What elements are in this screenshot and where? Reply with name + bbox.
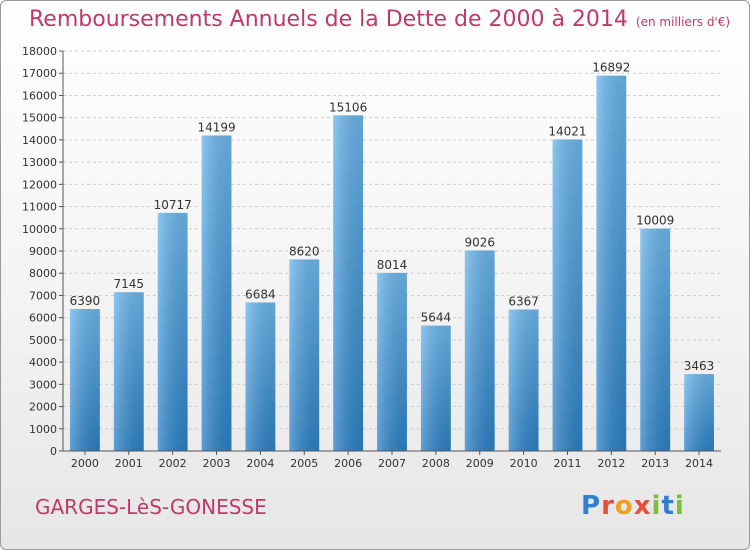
y-tick-label: 12000 — [22, 178, 57, 191]
bar-shade-2006 — [333, 115, 364, 452]
bar-value-label: 3463 — [684, 359, 715, 373]
bar-value-label: 10717 — [154, 198, 192, 212]
x-tick-label: 2005 — [290, 457, 318, 470]
bar-shade-2013 — [640, 228, 671, 451]
x-tick-label: 2010 — [510, 457, 538, 470]
y-tick-label: 3000 — [29, 378, 57, 391]
bar-shade-2014 — [684, 374, 714, 451]
bar-chart: 6390 7145 10717 14199 6684 8620 15106 8014 5644 9… — [22, 45, 721, 470]
y-tick-label: 16000 — [22, 89, 57, 102]
bar-shade-2005 — [289, 259, 320, 451]
logo-letter: i — [651, 491, 662, 521]
bar-shade-2008 — [420, 325, 451, 451]
bar-value-label: 16892 — [592, 61, 630, 75]
bar-value-label: 5644 — [421, 311, 452, 325]
y-tick-label: 0 — [50, 445, 57, 458]
bar-value-label: 8014 — [377, 258, 408, 272]
bar-value-label: 15106 — [329, 100, 367, 114]
y-tick-label: 17000 — [22, 67, 57, 80]
x-tick-label: 2007 — [378, 457, 406, 470]
y-tick-label: 10000 — [22, 223, 57, 236]
bar-shade-2001 — [113, 292, 144, 451]
x-tick-label: 2002 — [159, 457, 187, 470]
y-tick-label: 4000 — [29, 356, 57, 369]
bar-value-label: 9026 — [464, 235, 495, 249]
y-tick-label: 14000 — [22, 134, 57, 147]
bar-shade-2000 — [70, 309, 100, 451]
x-tick-label: 2009 — [466, 457, 494, 470]
bar-value-label: 14199 — [197, 120, 235, 134]
logo-letter: o — [614, 491, 634, 521]
town-name: GARGES-LèS-GONESSE — [35, 495, 267, 519]
y-tick-label: 8000 — [29, 267, 57, 280]
bar-shade-2004 — [245, 302, 276, 451]
y-tick-label: 5000 — [29, 334, 57, 347]
x-tick-label: 2006 — [334, 457, 362, 470]
bar-shade-2012 — [596, 75, 627, 451]
chart-unit-label: (en milliers d'€) — [635, 15, 731, 29]
x-tick-label: 2012 — [597, 457, 625, 470]
x-tick-label: 2014 — [685, 457, 713, 470]
proxiti-logo[interactable]: Proxiti — [581, 491, 685, 521]
bar-value-label: 14021 — [548, 124, 586, 138]
bar-shade-2007 — [377, 272, 407, 451]
chart-title: Remboursements Annuels de la Dette de 20… — [29, 7, 730, 32]
bar-value-label: 6684 — [245, 287, 276, 301]
y-tick-label: 9000 — [29, 245, 57, 258]
x-tick-label: 2003 — [203, 457, 231, 470]
x-tick-label: 2000 — [71, 457, 99, 470]
y-tick-label: 2000 — [29, 401, 57, 414]
x-tick-label: 2008 — [422, 457, 450, 470]
x-tick-label: 2001 — [115, 457, 143, 470]
logo-letter: x — [633, 491, 652, 521]
y-tick-label: 13000 — [22, 156, 57, 169]
logo-letter: t — [661, 491, 675, 521]
logo-letter: P — [581, 491, 602, 521]
bar-value-label: 6390 — [70, 294, 101, 308]
x-tick-label: 2004 — [246, 457, 274, 470]
bar-layer: 6390 7145 10717 14199 6684 8620 15106 8014 5644 9… — [70, 61, 715, 452]
bar-shade-2010 — [508, 309, 539, 451]
bar-shade-2009 — [464, 250, 495, 451]
y-tick-label: 7000 — [29, 289, 57, 302]
y-tick-label: 11000 — [22, 201, 57, 214]
bar-shade-2011 — [552, 139, 583, 451]
x-tick-label: 2011 — [553, 457, 581, 470]
logo-letter: r — [601, 491, 615, 521]
chart-title-text: Remboursements Annuels de la Dette de 20… — [29, 7, 628, 32]
y-tick-label: 15000 — [22, 112, 57, 125]
bar-value-label: 8620 — [289, 244, 320, 258]
bar-value-label: 10009 — [636, 214, 674, 228]
bar-shade-2002 — [157, 212, 188, 451]
y-tick-label: 18000 — [22, 45, 57, 58]
x-tick-label: 2013 — [641, 457, 669, 470]
y-tick-label: 6000 — [29, 312, 57, 325]
bar-shade-2003 — [201, 135, 232, 451]
axis-layer: 0 1000 2000 3000 4000 5000 6000 7000 8000 9000 100… — [22, 45, 721, 470]
logo-letter: i — [674, 491, 685, 521]
y-tick-label: 1000 — [29, 423, 57, 436]
bar-value-label: 6367 — [508, 295, 539, 309]
bar-value-label: 7145 — [114, 277, 145, 291]
